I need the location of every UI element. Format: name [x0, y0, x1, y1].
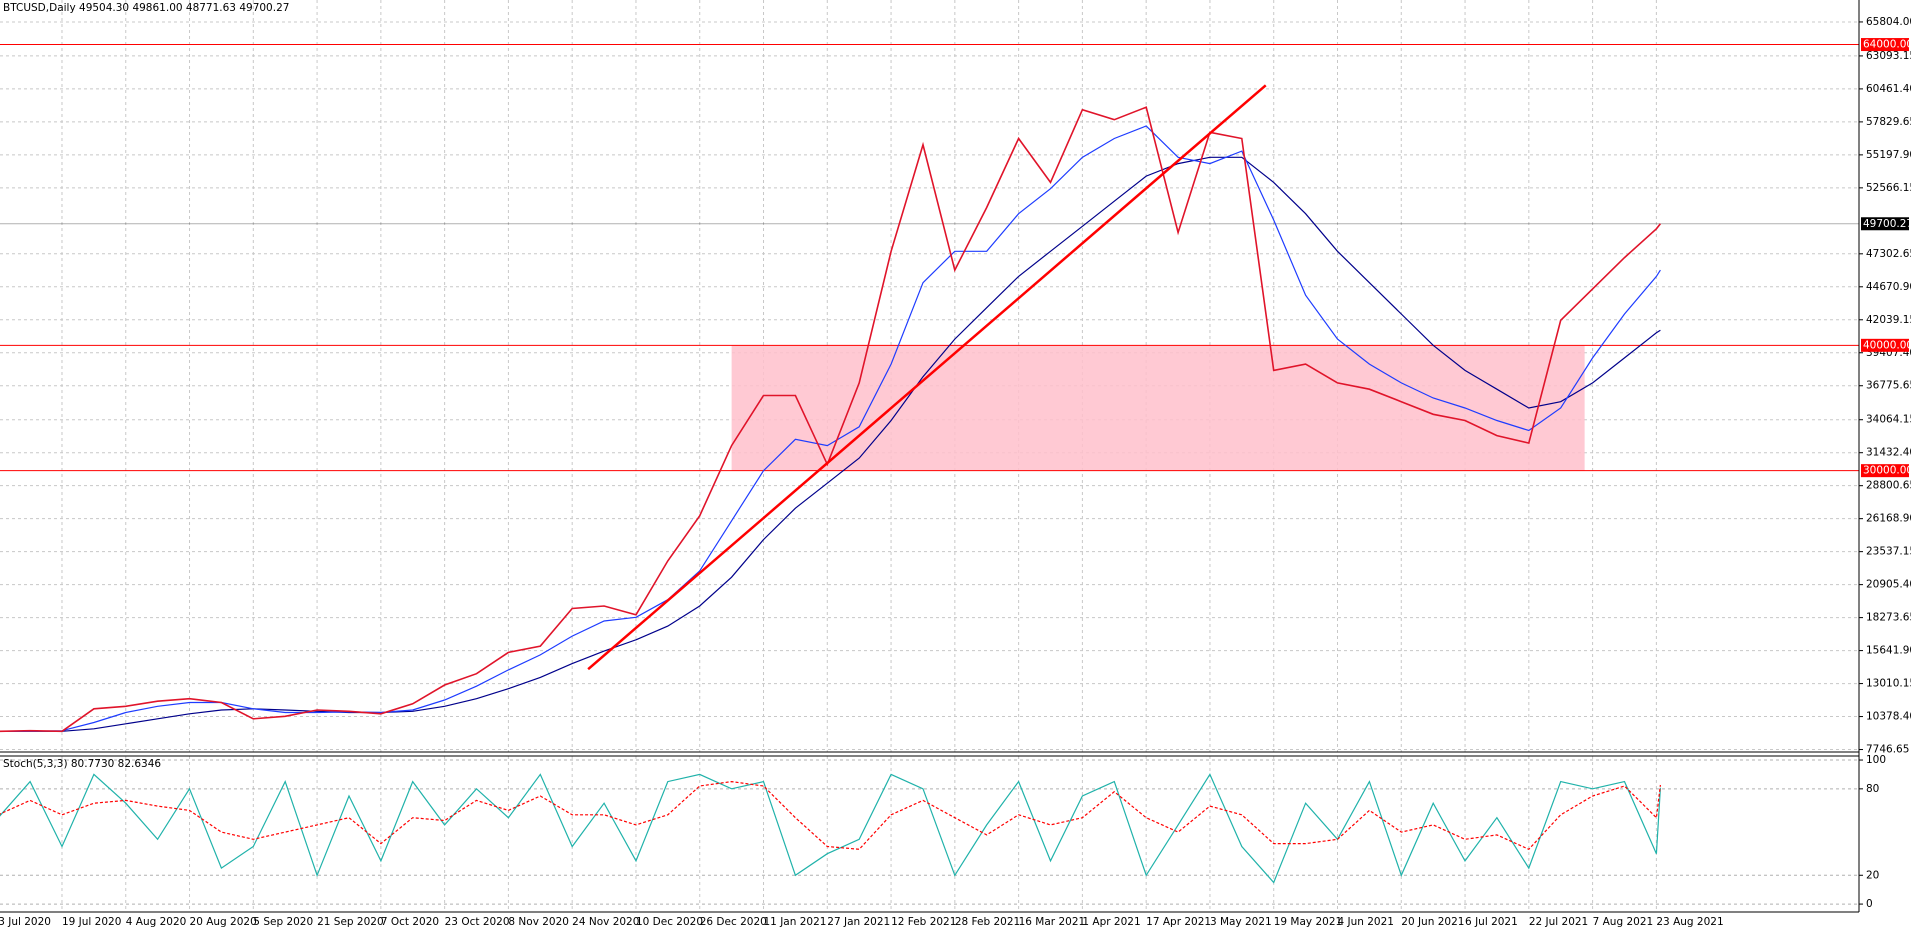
y-tick-label: 15641.90: [1866, 645, 1911, 657]
x-tick-label: 21 Sep 2020: [317, 916, 384, 928]
x-tick-label: 10 Dec 2020: [636, 916, 703, 928]
y-tick-label: 7746.65: [1866, 744, 1909, 756]
y-tick-label: 63093.15: [1866, 50, 1911, 62]
y-tick-label: 28800.65: [1866, 480, 1911, 492]
y-tick-label: 18273.65: [1866, 612, 1911, 624]
x-tick-label: 16 Mar 2021: [1019, 916, 1086, 928]
y-tick-label: 55197.90: [1866, 149, 1911, 161]
y-tick-label: 20: [1866, 869, 1879, 881]
y-tick-label: 60461.40: [1866, 83, 1911, 95]
chart-title: BTCUSD,Daily 49504.30 49861.00 48771.63 …: [3, 2, 289, 14]
x-tick-label: 11 Jan 2021: [764, 916, 827, 928]
y-tick-label: 10378.40: [1866, 711, 1911, 723]
trendline: [587, 84, 1267, 671]
x-tick-label: 8 Nov 2020: [508, 916, 569, 928]
y-tick-label: 65804.00: [1866, 16, 1911, 28]
x-tick-label: 24 Nov 2020: [572, 916, 639, 928]
y-tick-label: 44670.90: [1866, 281, 1911, 293]
level-label-box: [1861, 464, 1909, 478]
x-tick-label: 6 Jul 2021: [1465, 916, 1518, 928]
y-tick-label: 42039.15: [1866, 314, 1911, 326]
x-tick-label: 23 Aug 2021: [1656, 916, 1723, 928]
y-tick-label: 13010.15: [1866, 678, 1911, 690]
x-tick-label: 1 Apr 2021: [1082, 916, 1140, 928]
x-tick-label: 4 Aug 2020: [126, 916, 187, 928]
stoch-line: [0, 780, 1661, 851]
x-tick-label: 20 Jun 2021: [1401, 916, 1464, 928]
x-tick-label: 12 Feb 2021: [891, 916, 956, 928]
price-line: [0, 125, 1661, 732]
price-line: [0, 106, 1662, 733]
y-tick-label: 52566.15: [1866, 182, 1911, 194]
x-tick-label: 3 Jul 2020: [0, 916, 51, 928]
y-tick-label: 23537.15: [1866, 546, 1911, 558]
indicator-title: Stoch(5,3,3) 80.7730 82.6346: [3, 758, 161, 770]
y-tick-label: 57829.65: [1866, 116, 1911, 128]
level-label: 49700.27: [1863, 218, 1911, 230]
stoch-line: [0, 773, 1661, 884]
y-tick-label: 0: [1866, 898, 1873, 910]
x-tick-label: 7 Oct 2020: [381, 916, 439, 928]
level-label-box: [1861, 217, 1909, 231]
x-tick-label: 7 Aug 2021: [1593, 916, 1654, 928]
y-tick-label: 36775.65: [1866, 380, 1911, 392]
x-tick-label: 19 Jul 2020: [62, 916, 121, 928]
y-tick-label: 100: [1866, 754, 1886, 766]
level-label-box: [1861, 338, 1909, 352]
x-tick-label: 17 Apr 2021: [1146, 916, 1211, 928]
x-tick-label: 5 Sep 2020: [253, 916, 313, 928]
x-tick-label: 3 May 2021: [1210, 916, 1272, 928]
x-tick-label: 23 Oct 2020: [445, 916, 510, 928]
y-tick-label: 26168.90: [1866, 513, 1911, 525]
zone: [731, 345, 1585, 471]
level-label: 40000.00: [1863, 339, 1911, 351]
y-tick-label: 80: [1866, 783, 1879, 795]
level-label: 64000.00: [1863, 39, 1911, 51]
x-tick-label: 19 May 2021: [1274, 916, 1342, 928]
x-tick-label: 26 Dec 2020: [700, 916, 767, 928]
price-line: [0, 156, 1661, 732]
x-tick-label: 22 Jul 2021: [1529, 916, 1588, 928]
x-tick-label: 28 Feb 2021: [955, 916, 1020, 928]
x-tick-label: 20 Aug 2020: [190, 916, 257, 928]
y-tick-label: 34064.15: [1866, 414, 1911, 426]
y-tick-label: 47302.65: [1866, 248, 1911, 260]
x-tick-label: 4 Jun 2021: [1337, 916, 1393, 928]
y-tick-label: 20905.40: [1866, 579, 1911, 591]
x-tick-label: 27 Jan 2021: [827, 916, 890, 928]
y-tick-label: 31432.40: [1866, 447, 1911, 459]
level-label: 30000.00: [1863, 465, 1911, 477]
level-label-box: [1861, 38, 1909, 52]
